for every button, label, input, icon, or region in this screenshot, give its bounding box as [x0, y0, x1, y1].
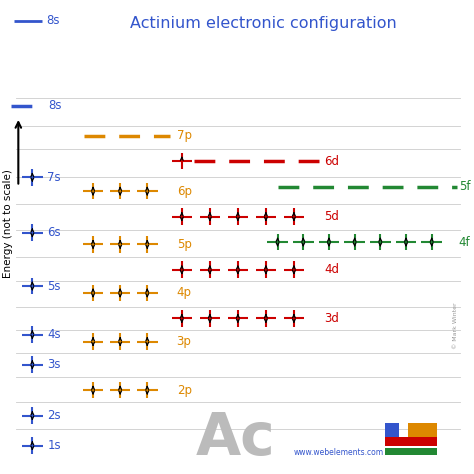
Text: 1s: 1s [47, 439, 61, 452]
Text: 5p: 5p [177, 238, 191, 251]
Text: Actinium electronic configuration: Actinium electronic configuration [130, 16, 397, 31]
Text: © Mark Winter: © Mark Winter [453, 302, 457, 349]
Text: 3s: 3s [47, 358, 61, 371]
Bar [385, 438, 438, 446]
Text: Energy (not to scale): Energy (not to scale) [2, 169, 13, 278]
Text: 2s: 2s [47, 409, 61, 422]
Text: 6d: 6d [324, 155, 339, 167]
Bar [408, 422, 438, 437]
Text: 8s: 8s [49, 99, 62, 112]
Text: 4s: 4s [47, 328, 61, 341]
Text: 2p: 2p [177, 383, 191, 397]
Text: 7s: 7s [47, 171, 61, 184]
Text: 8s: 8s [46, 14, 60, 27]
Text: 6p: 6p [177, 185, 191, 198]
Text: www.webelements.com: www.webelements.com [293, 448, 383, 457]
Text: 5s: 5s [47, 280, 61, 292]
Text: 5f: 5f [459, 180, 470, 193]
Text: 4f: 4f [459, 236, 470, 248]
Text: Ac: Ac [196, 410, 275, 467]
Bar [385, 422, 400, 437]
Text: 3p: 3p [177, 335, 191, 348]
Text: 3d: 3d [324, 312, 339, 325]
Text: 6s: 6s [47, 226, 61, 239]
Bar [385, 448, 438, 455]
Text: 7p: 7p [177, 129, 191, 142]
Text: 5d: 5d [324, 210, 339, 223]
Text: 4p: 4p [177, 286, 191, 300]
Text: 4d: 4d [324, 264, 339, 276]
